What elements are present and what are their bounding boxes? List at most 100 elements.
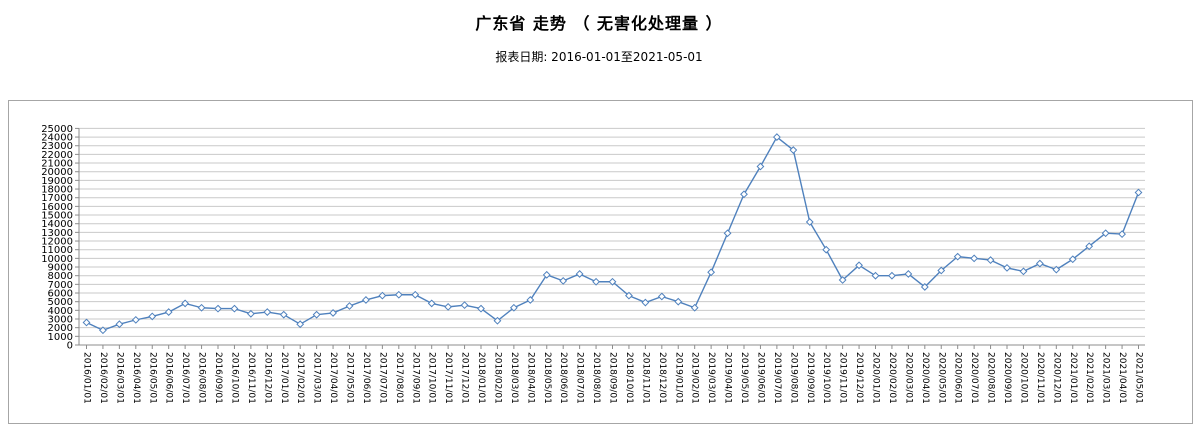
x-tick-label: 2016/08/01	[197, 352, 207, 404]
y-tick-label: 8000	[48, 271, 73, 282]
x-tick-label: 2017/04/01	[328, 352, 338, 404]
y-tick-label: 14000	[41, 219, 73, 230]
x-tick-label: 2018/05/01	[542, 352, 552, 404]
data-point-marker	[164, 308, 173, 316]
data-point-marker	[1003, 263, 1011, 272]
data-point-marker	[279, 310, 288, 319]
data-point-marker	[394, 290, 403, 299]
data-point-marker	[575, 270, 584, 278]
data-point-marker	[246, 309, 255, 318]
data-point-marker	[953, 252, 962, 261]
x-tick-label: 2019/09/01	[805, 352, 815, 404]
x-tick-label: 2019/04/01	[723, 352, 733, 404]
x-tick-label: 2016/09/01	[213, 352, 223, 404]
y-tick-label: 11000	[41, 245, 73, 256]
x-tick-label: 2021/04/01	[1117, 352, 1127, 404]
data-point-marker	[805, 218, 814, 226]
x-tick-label: 2020/02/01	[887, 352, 897, 404]
x-tick-label: 2018/01/01	[476, 352, 486, 404]
x-tick-label: 2016/06/01	[164, 352, 174, 404]
y-tick-label: 13000	[41, 228, 73, 239]
y-tick-label: 21000	[41, 159, 73, 170]
data-point-marker	[1035, 259, 1044, 268]
data-point-marker	[493, 316, 502, 325]
y-tick-label: 16000	[41, 202, 73, 213]
x-tick-label: 2016/12/01	[262, 352, 272, 404]
data-point-marker	[1052, 265, 1061, 274]
x-tick-label: 2020/01/01	[871, 352, 881, 404]
data-point-marker	[871, 271, 880, 280]
x-tick-label: 2016/01/01	[82, 352, 92, 404]
data-point-marker	[608, 277, 617, 286]
data-point-marker	[1085, 242, 1094, 251]
data-point-marker	[181, 299, 190, 308]
x-tick-label: 2020/10/01	[1018, 352, 1028, 404]
data-point-marker	[477, 304, 485, 313]
data-point-marker	[329, 309, 337, 317]
x-tick-label: 2018/03/01	[509, 352, 519, 404]
data-point-marker	[99, 326, 107, 335]
x-tick-label: 2019/12/01	[854, 352, 864, 404]
x-tick-label: 2019/03/01	[706, 352, 716, 404]
data-point-marker	[542, 270, 551, 279]
data-point-marker	[411, 290, 420, 299]
data-point-marker	[723, 229, 732, 238]
data-point-marker	[674, 297, 683, 306]
chart-frame: 0 1000 2000 3000 4000 5000 6000 7000 8000 9000 100…	[8, 100, 1193, 424]
data-point-marker	[920, 283, 929, 291]
x-tick-label: 2016/07/01	[180, 352, 190, 404]
x-tick-label: 2017/11/01	[443, 352, 453, 404]
data-point-marker	[1019, 267, 1028, 276]
y-tick-label: 0	[67, 341, 73, 352]
chart-subtitle: 报表日期: 2016-01-01至2021-05-01	[495, 50, 703, 64]
x-tick-label: 2019/06/01	[755, 352, 765, 404]
data-point-marker	[1118, 230, 1126, 239]
data-point-marker	[263, 308, 272, 316]
data-point-marker	[937, 266, 946, 275]
x-tick-label: 2019/07/01	[772, 352, 782, 404]
x-tick-label: 2018/07/01	[575, 352, 585, 404]
data-point-marker	[427, 299, 436, 308]
x-tick-label: 2019/02/01	[690, 352, 700, 404]
x-tick-label: 2017/03/01	[312, 352, 322, 404]
x-tick-label: 2018/12/01	[657, 352, 667, 404]
data-point-marker	[214, 304, 222, 313]
data-point-marker	[131, 315, 140, 324]
y-tick-label: 1000	[48, 332, 73, 343]
y-tick-label: 5000	[48, 297, 73, 308]
data-point-marker	[115, 320, 124, 329]
y-tick-label: 2000	[48, 323, 73, 334]
data-point-marker	[657, 292, 666, 301]
x-tick-label: 2018/10/01	[624, 352, 634, 404]
x-tick-label: 2019/11/01	[838, 352, 848, 404]
x-tick-label: 2019/10/01	[821, 352, 831, 404]
data-point-marker	[822, 245, 831, 254]
y-tick-label: 20000	[41, 167, 73, 178]
x-tick-label: 2020/03/01	[903, 352, 913, 404]
y-tick-label: 15000	[41, 211, 73, 222]
data-point-marker	[641, 298, 650, 307]
data-point-marker	[460, 301, 469, 310]
x-tick-label: 2018/02/01	[492, 352, 502, 404]
x-tick-label: 2020/08/01	[986, 352, 996, 404]
x-tick-label: 2021/01/01	[1068, 352, 1078, 404]
data-point-marker	[592, 277, 600, 286]
x-tick-label: 2018/04/01	[525, 352, 535, 404]
x-tick-label: 2018/09/01	[608, 352, 618, 404]
x-tick-label: 2020/09/01	[1002, 352, 1012, 404]
data-point-marker	[707, 268, 716, 277]
data-point-marker	[789, 146, 798, 154]
data-point-marker	[756, 162, 765, 171]
data-point-marker	[1134, 188, 1143, 197]
data-point-marker	[986, 256, 995, 265]
y-tick-label: 4000	[48, 306, 73, 317]
x-tick-label: 2020/04/01	[920, 352, 930, 404]
data-point-marker	[197, 303, 206, 312]
x-tick-label: 2017/06/01	[361, 352, 371, 404]
data-point-marker	[509, 303, 518, 312]
x-tick-label: 2016/02/01	[98, 352, 108, 404]
data-point-marker	[772, 133, 781, 141]
data-point-marker	[148, 312, 157, 321]
x-tick-label: 2019/05/01	[739, 352, 749, 404]
